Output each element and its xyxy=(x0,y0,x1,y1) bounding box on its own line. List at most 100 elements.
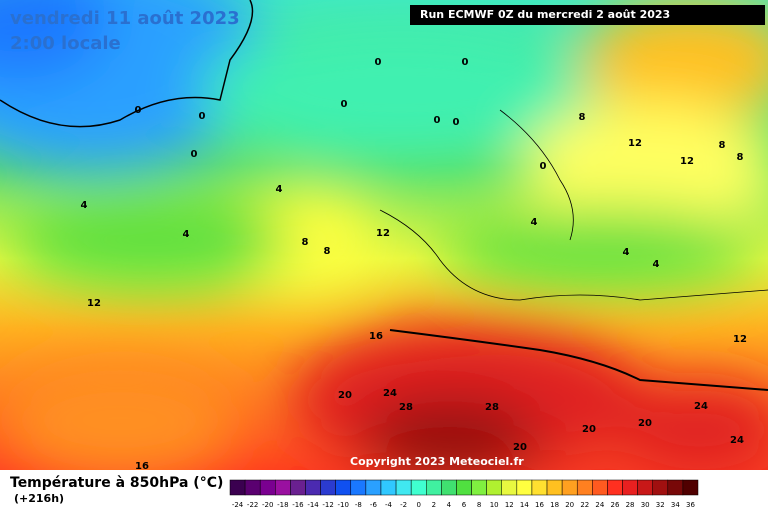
colorbar-label: -14 xyxy=(307,501,319,509)
contour-label: 0 xyxy=(453,117,460,128)
colorbar-swatch xyxy=(486,479,502,496)
colorbar-swatch xyxy=(410,479,427,496)
contour-label: 24 xyxy=(383,388,397,399)
title: vendredi 11 août 2023 xyxy=(10,8,240,29)
colorbar-swatch xyxy=(652,479,669,496)
colorbar-label: 2 xyxy=(432,501,436,509)
contour-label: 20 xyxy=(513,442,527,453)
colorbar-swatch xyxy=(350,479,367,496)
contour-label: 8 xyxy=(737,152,744,163)
contour-label: 0 xyxy=(135,105,142,116)
colorbar-label: 36 xyxy=(686,501,695,509)
contour-label: 24 xyxy=(694,401,708,412)
run: Run ECMWF 0Z du mercredi 2 août 2023 xyxy=(420,8,670,21)
time: 2:00 locale xyxy=(10,33,121,54)
colorbar-swatch xyxy=(667,479,684,496)
colorbar-swatch xyxy=(516,479,533,496)
run-box xyxy=(410,5,765,25)
contour-label: 12 xyxy=(680,156,694,167)
contour-label: 20 xyxy=(582,424,596,435)
contour-label: 20 xyxy=(638,418,652,429)
colorbar-label: 22 xyxy=(580,501,589,509)
colorbar-label: 24 xyxy=(595,501,604,509)
contour-label: 4 xyxy=(276,184,283,195)
colorbar-label: 10 xyxy=(490,501,499,509)
colorbar-swatch xyxy=(607,479,623,496)
contour-label: 8 xyxy=(324,246,331,257)
colorbar-label: 30 xyxy=(641,501,650,509)
contour-label: 4 xyxy=(623,247,630,258)
colorbar-label: 20 xyxy=(565,501,574,509)
variable: Température à 850hPa (°C) xyxy=(10,475,223,491)
colorbar-swatch xyxy=(244,479,261,496)
colorbar-swatch xyxy=(456,479,472,496)
copyright: Copyright 2023 Meteociel.fr xyxy=(350,455,524,468)
colorbar-label: -22 xyxy=(247,501,258,509)
colorbar-swatch xyxy=(637,479,653,496)
colorbar-swatch xyxy=(561,479,578,496)
contour-label: 0 xyxy=(462,57,469,68)
colorbar-label: -2 xyxy=(400,501,407,509)
colorbar-swatch xyxy=(229,479,246,496)
contour-label: 0 xyxy=(191,149,198,160)
map xyxy=(0,0,768,470)
colorbar-label: 8 xyxy=(477,501,481,509)
colorbar-swatch xyxy=(546,479,563,496)
colorbar-swatch xyxy=(320,479,336,496)
colorbar-swatch xyxy=(622,479,638,496)
contour-label: 24 xyxy=(730,435,744,446)
contour-label: 4 xyxy=(531,217,538,228)
contour-label: 12 xyxy=(628,138,642,149)
colorbar-label: 0 xyxy=(416,501,420,509)
colorbar-swatch xyxy=(471,479,487,496)
colorbar-swatch xyxy=(531,479,548,496)
colorbar-label: -20 xyxy=(262,501,273,509)
colorbar-label: 14 xyxy=(520,501,529,509)
colorbar-label: 16 xyxy=(535,501,544,509)
colorbar-swatch xyxy=(335,479,352,496)
colorbar-label: 28 xyxy=(626,501,635,509)
colorbar-label: -4 xyxy=(385,501,393,509)
colorbar-label: 32 xyxy=(656,501,665,509)
contour-label: 8 xyxy=(579,112,586,123)
contour-label: 0 xyxy=(434,115,441,126)
labels: vendredi 11 août 2023 2:00 locale Run EC… xyxy=(10,5,765,505)
contour-label: 4 xyxy=(653,259,660,270)
contour-label: 12 xyxy=(376,228,390,239)
colorbar-label: -24 xyxy=(232,501,244,509)
colorbar-label: 18 xyxy=(550,501,559,509)
contour-label: 20 xyxy=(338,390,352,401)
colorbar-label: -18 xyxy=(277,501,288,509)
colorbar-swatch xyxy=(395,479,412,496)
contour-label: 12 xyxy=(87,298,101,309)
colorbar-swatch xyxy=(426,479,442,496)
contour-label: 16 xyxy=(135,461,149,472)
contour-label: 0 xyxy=(199,111,206,122)
contour-label: 8 xyxy=(719,140,726,151)
colorbar-swatch xyxy=(682,479,699,496)
colorbar-label: -6 xyxy=(370,501,378,509)
colorbar-label: -10 xyxy=(338,501,349,509)
colorbar-label: -16 xyxy=(292,501,304,509)
colorbar-label: 6 xyxy=(462,501,467,509)
contour-label: 4 xyxy=(81,200,88,211)
colorbar-swatch xyxy=(576,479,593,496)
contour-label: 28 xyxy=(399,402,413,413)
lead: (+216h) xyxy=(14,492,64,505)
colorbar-swatch xyxy=(305,479,321,496)
contour-label: 16 xyxy=(369,331,383,342)
colorbar-swatch xyxy=(259,479,276,496)
colorbar-swatch xyxy=(380,479,397,496)
colorbar-label: 4 xyxy=(447,501,452,509)
contour-label: 0 xyxy=(341,99,348,110)
contour-label: 0 xyxy=(375,57,382,68)
colorbar-label: -8 xyxy=(355,501,362,509)
colorbar-label: 34 xyxy=(671,501,680,509)
contour-label: 12 xyxy=(733,334,747,345)
colorbar-swatch xyxy=(592,479,608,496)
colorbar-swatch xyxy=(441,479,457,496)
colorbar-label: 12 xyxy=(505,501,514,509)
contour-label: 4 xyxy=(183,229,190,240)
colorbar-swatch xyxy=(275,479,291,496)
colorbar-label: -12 xyxy=(322,501,333,509)
